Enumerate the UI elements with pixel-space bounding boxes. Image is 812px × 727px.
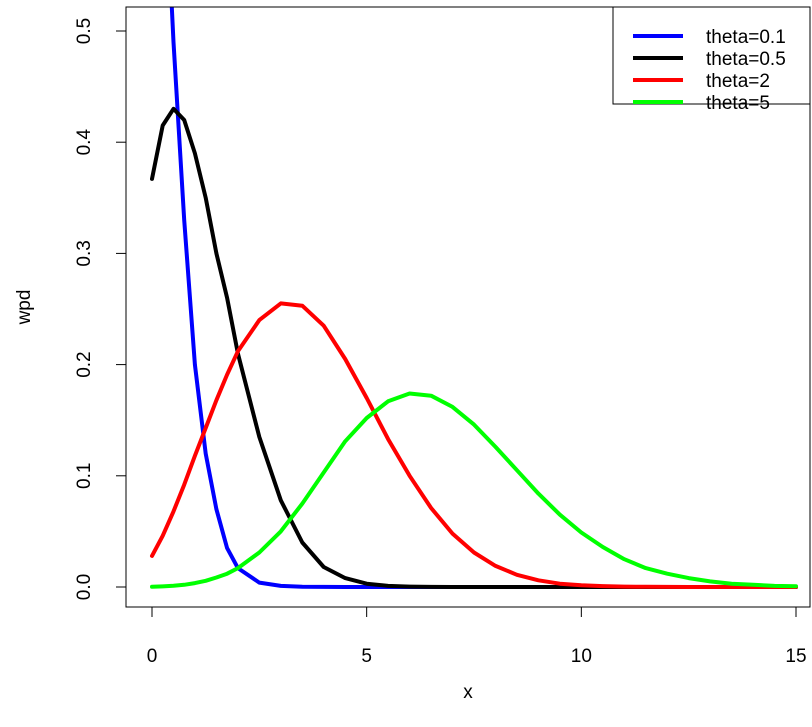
legend-label: theta=5: [706, 93, 770, 114]
legend-label: theta=2: [706, 71, 770, 92]
y-tick-label: 0.5: [74, 18, 95, 44]
x-tick-label: 15: [785, 646, 806, 667]
y-tick-label: 0.3: [74, 240, 95, 266]
legend-label: theta=0.1: [706, 27, 786, 48]
y-tick-label: 0.1: [74, 463, 95, 489]
x-tick-label: 0: [147, 646, 158, 667]
series-line-4: [150, 391, 798, 589]
series-line-3: [150, 301, 798, 589]
legend-label: theta=0.5: [706, 49, 786, 70]
legend-box: [612, 6, 811, 105]
y-axis-title: wpd: [14, 290, 35, 326]
x-tick-label: 10: [571, 646, 592, 667]
y-tick-label: 0.0: [74, 574, 95, 600]
series-layer: [150, 7, 798, 589]
axes-layer: 0 5 10 15 0.0 0.1 0.2 0.3 0.4 0.5: [74, 18, 807, 667]
x-axis-title: x: [463, 682, 473, 703]
x-tick-label: 5: [361, 646, 372, 667]
y-tick-label: 0.2: [74, 351, 95, 377]
y-tick-label: 0.4: [74, 129, 95, 156]
